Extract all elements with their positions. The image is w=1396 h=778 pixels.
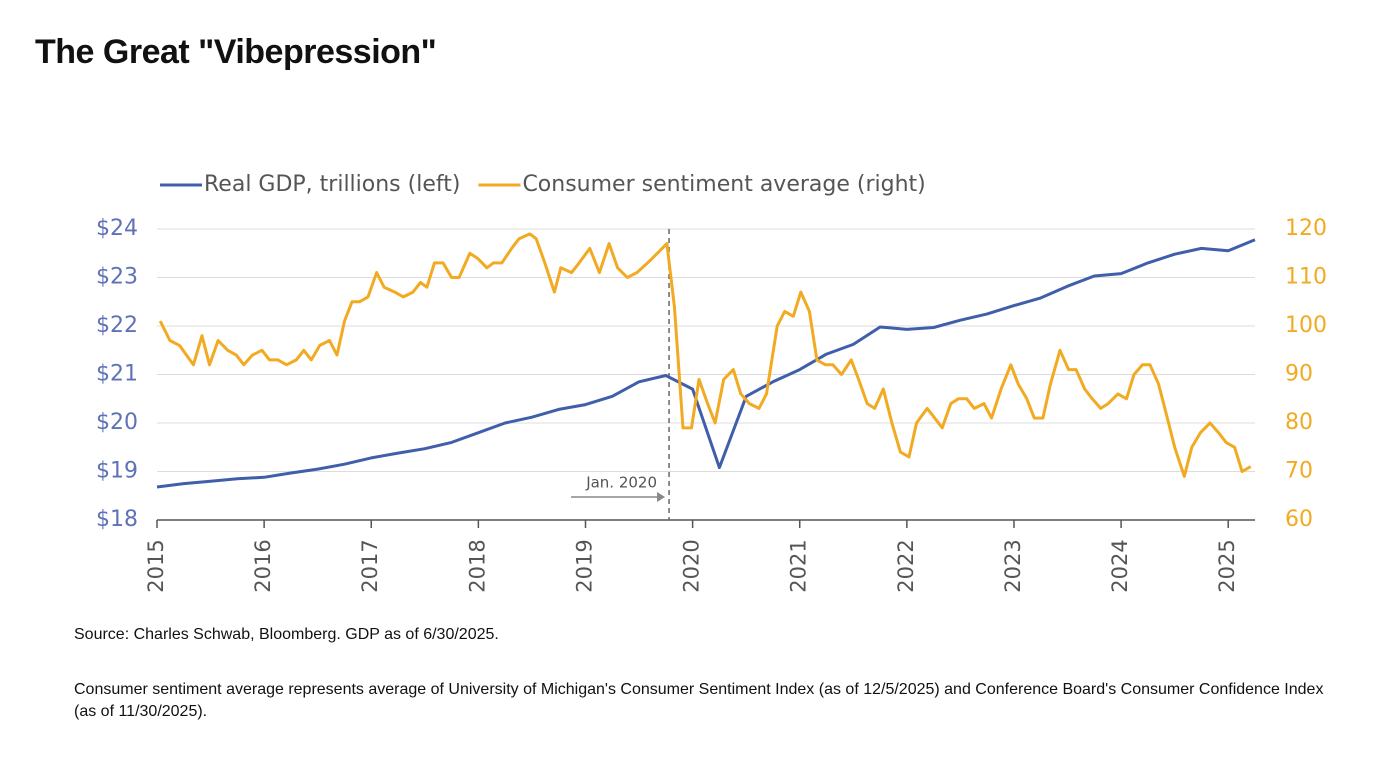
x-tick-label: 2021 (787, 539, 811, 592)
y2-tick-label: 60 (1285, 507, 1313, 532)
footnote: Consumer sentiment average represents av… (74, 681, 1324, 720)
y2-tick-label: 90 (1285, 362, 1313, 387)
x-tick-label: 2025 (1215, 539, 1239, 592)
y-tick-label: $21 (96, 362, 138, 387)
x-tick-label: 2024 (1108, 539, 1132, 592)
y2-tick-label: 80 (1285, 410, 1313, 435)
x-tick-label: 2023 (1001, 539, 1025, 592)
y-tick-label: $23 (96, 265, 138, 290)
x-tick-label: 2017 (358, 539, 382, 592)
y2-tick-label: 120 (1285, 216, 1327, 241)
chart-title: The Great "Vibepression" (35, 33, 437, 71)
series-line (156, 238, 1256, 489)
series-line (158, 232, 1252, 478)
y-tick-label: $22 (96, 313, 138, 338)
x-tick-label: 2022 (894, 539, 918, 592)
x-tick-label: 2015 (144, 539, 168, 592)
x-tick-label: 2016 (251, 539, 275, 592)
y-tick-label: $20 (96, 410, 138, 435)
chart: $18 $19 $20 $21 $22 $23 $24 60 70 80 90 100 110 120 20… (96, 172, 1327, 593)
legend-label: Real GDP, trillions (left) (204, 172, 460, 197)
x-tick-label: 2019 (572, 539, 596, 592)
x-tick-label: 2020 (680, 539, 704, 592)
annotation-label: Jan. 2020 (585, 474, 657, 492)
source-note: Source: Charles Schwab, Bloomberg. GDP a… (74, 626, 499, 643)
y-tick-label: $18 (96, 507, 138, 532)
x-tick-label: 2018 (465, 539, 489, 592)
y2-tick-label: 110 (1285, 265, 1327, 290)
y2-tick-label: 70 (1285, 459, 1313, 484)
y-tick-label: $19 (96, 459, 138, 484)
y2-tick-label: 100 (1285, 313, 1327, 338)
y-tick-label: $24 (96, 216, 138, 241)
annotation-arrowhead (657, 492, 666, 502)
legend-label: Consumer sentiment average (right) (522, 172, 925, 197)
